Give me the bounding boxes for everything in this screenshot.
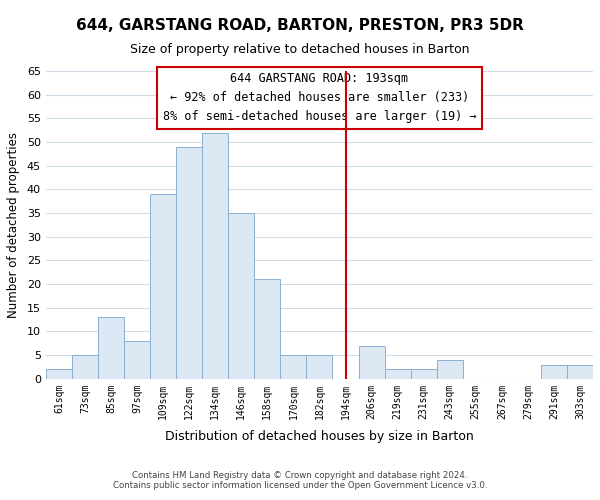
Bar [567,364,593,379]
Bar [72,355,98,379]
Text: Contains HM Land Registry data © Crown copyright and database right 2024.
Contai: Contains HM Land Registry data © Crown c… [113,470,487,490]
Bar [254,280,280,379]
Bar [228,213,254,379]
Bar [124,341,150,379]
Bar [98,318,124,379]
Y-axis label: Number of detached properties: Number of detached properties [7,132,20,318]
Text: 644, GARSTANG ROAD, BARTON, PRESTON, PR3 5DR: 644, GARSTANG ROAD, BARTON, PRESTON, PR3… [76,18,524,32]
Bar [541,364,567,379]
Bar [410,370,437,379]
Bar [150,194,176,379]
Bar [359,346,385,379]
Bar [46,370,72,379]
X-axis label: Distribution of detached houses by size in Barton: Distribution of detached houses by size … [165,430,474,443]
Bar [307,355,332,379]
Bar [176,146,202,379]
Bar [202,132,228,379]
Bar [437,360,463,379]
Text: 644 GARSTANG ROAD: 193sqm
← 92% of detached houses are smaller (233)
8% of semi-: 644 GARSTANG ROAD: 193sqm ← 92% of detac… [163,72,476,124]
Bar [385,370,410,379]
Text: Size of property relative to detached houses in Barton: Size of property relative to detached ho… [130,42,470,56]
Bar [280,355,307,379]
